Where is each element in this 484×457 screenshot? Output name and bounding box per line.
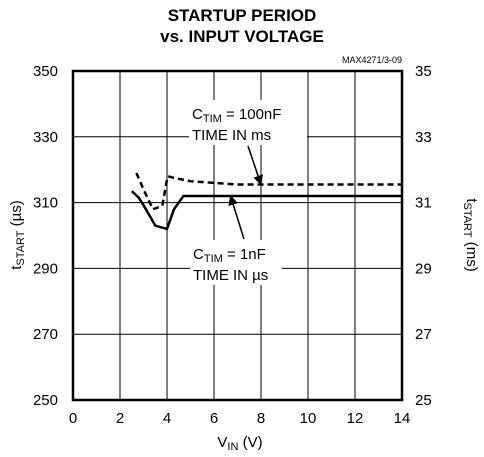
y-right-tick-label: 35 <box>415 63 432 80</box>
chart-title-line1: STARTUP PERIOD <box>167 6 317 25</box>
annotation-1nf-line2: TIME IN µs <box>193 267 268 284</box>
y-axis-label-left: tSTART (µs) <box>8 200 27 270</box>
y-right-label-main: t <box>463 198 480 203</box>
x-tick-label: 4 <box>163 410 171 427</box>
annotation-100nf-arrow <box>247 145 263 186</box>
y-right-tick-label: 31 <box>415 195 432 212</box>
x-tick-label: 12 <box>347 410 364 427</box>
y-right-tick-label: 25 <box>415 392 432 409</box>
series-layer <box>130 172 402 231</box>
annotation-100nf-rest: = 100nF <box>222 106 282 123</box>
annotation-1nf-sub: TIM <box>204 253 223 265</box>
annotation-100nf-c: C <box>192 106 203 123</box>
series-line-dashed <box>135 172 402 211</box>
svg-text:CTIM = 100nF: CTIM = 100nF <box>192 106 281 125</box>
x-tick-label: 2 <box>116 410 124 427</box>
x-axis-label: VIN (V) <box>217 434 262 453</box>
y-left-tick-label: 250 <box>33 392 58 409</box>
x-tick-label: 8 <box>257 410 265 427</box>
y-left-label-unit: (µs) <box>8 200 25 230</box>
y-left-tick-label: 350 <box>33 63 58 80</box>
y-axis-label-right: tSTART (ms) <box>461 198 480 271</box>
x-tick-label: 0 <box>69 410 77 427</box>
annotation-1nf-arrow <box>228 195 245 240</box>
x-tick-label: 14 <box>394 410 411 427</box>
annotation-100nf-line2: TIME IN ms <box>192 127 271 144</box>
y-right-tick-label: 33 <box>415 129 432 146</box>
y-right-tick-label: 27 <box>415 326 432 343</box>
annotation-100nf-sub: TIM <box>203 113 222 125</box>
svg-text:CTIM = 1nF: CTIM = 1nF <box>193 246 266 265</box>
y-right-label-sub: START <box>461 202 473 237</box>
annotation-1nf-c: C <box>193 246 204 263</box>
figure-code: MAX4271/3-09 <box>342 55 402 65</box>
annotation-1nf-rest: = 1nF <box>223 246 266 263</box>
plot-frame <box>71 69 404 402</box>
y-left-tick-label: 330 <box>33 129 58 146</box>
annotation-ctim-1nf: CTIM = 1nF TIME IN µs <box>190 195 282 285</box>
y-left-tick-label: 310 <box>33 195 58 212</box>
tick-labels: 0 2 4 6 8 10 12 14 250 270 290 310 330 350 25 27 29 31 33 3… <box>33 63 432 427</box>
y-left-label-main: t <box>8 265 25 270</box>
x-axis-label-main: V <box>217 434 227 451</box>
y-right-tick-label: 29 <box>415 260 432 277</box>
y-right-label-unit: (ms) <box>463 238 480 272</box>
x-axis-label-sub: IN <box>227 441 238 453</box>
x-tick-label: 10 <box>300 410 317 427</box>
series-line-solid <box>130 190 402 231</box>
chart-title-line2: vs. INPUT VOLTAGE <box>160 27 324 46</box>
x-axis-label-unit: (V) <box>238 434 262 451</box>
y-left-tick-label: 290 <box>33 260 58 277</box>
annotation-ctim-100nf: CTIM = 100nF TIME IN ms <box>189 100 307 186</box>
y-left-tick-label: 270 <box>33 326 58 343</box>
x-tick-label: 6 <box>210 410 218 427</box>
y-left-label-sub: START <box>15 230 27 265</box>
